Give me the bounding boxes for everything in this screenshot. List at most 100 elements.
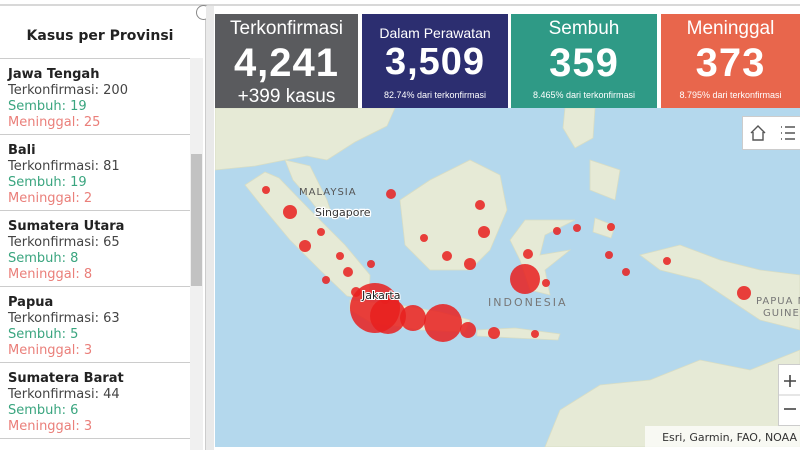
case-bubble[interactable] bbox=[475, 200, 485, 210]
stat-value: 373 bbox=[695, 41, 766, 85]
death-count: Meninggal: 8 bbox=[8, 267, 93, 282]
province-item[interactable]: Papua Terkonfirmasi: 63 Sembuh: 5 Meninggal… bbox=[0, 287, 190, 363]
stat-note: 8.795% dari terkonfirmasi bbox=[679, 90, 782, 100]
case-bubble[interactable] bbox=[343, 267, 353, 277]
death-count: Meninggal: 25 bbox=[8, 115, 101, 130]
case-bubble[interactable] bbox=[317, 228, 325, 236]
province-panel: Kasus per Provinsi Jawa Tengah Terkonfirm… bbox=[0, 6, 206, 450]
case-bubble[interactable] bbox=[523, 249, 533, 259]
confirmed-count: Terkonfirmasi: 81 bbox=[8, 159, 120, 174]
case-bubble[interactable] bbox=[336, 252, 344, 260]
land bbox=[284, 159, 334, 219]
stat-card: Terkonfirmasi 4,241 +399 kasus bbox=[215, 14, 358, 108]
map-label: GUINEA bbox=[763, 308, 800, 319]
case-bubble[interactable] bbox=[663, 257, 671, 265]
land bbox=[215, 108, 396, 171]
map-label: Jakarta bbox=[361, 289, 400, 302]
case-bubble[interactable] bbox=[424, 304, 462, 342]
province-item[interactable]: Jawa Tengah Terkonfirmasi: 200 Sembuh: 19 M… bbox=[0, 59, 190, 135]
toolbar-icons bbox=[750, 125, 795, 141]
case-bubble[interactable] bbox=[607, 223, 615, 231]
land bbox=[399, 159, 508, 271]
panel-title: Kasus per Provinsi bbox=[26, 28, 174, 44]
land bbox=[544, 349, 800, 447]
stat-card: Meninggal 373 8.795% dari terkonfirmasi bbox=[661, 14, 800, 108]
stat-note: 82.74% dari terkonfirmasi bbox=[383, 90, 487, 100]
recovered-count: Sembuh: 19 bbox=[8, 99, 87, 114]
zoom-icons bbox=[779, 375, 800, 410]
land bbox=[592, 217, 616, 239]
map-toolbar bbox=[742, 116, 800, 150]
map-label: INDONESIA bbox=[488, 296, 568, 309]
map-label: MALAYSIA bbox=[299, 187, 357, 198]
stat-value: 4,241 bbox=[233, 41, 340, 85]
stat-value: 3,509 bbox=[384, 41, 486, 83]
case-bubble[interactable] bbox=[488, 327, 500, 339]
stat-card: Sembuh 359 8.465% dari terkonfirmasi bbox=[511, 14, 657, 108]
recovered-count: Sembuh: 5 bbox=[8, 327, 79, 342]
case-bubble[interactable] bbox=[542, 279, 550, 287]
case-bubble[interactable] bbox=[573, 224, 581, 232]
zoom-in[interactable] bbox=[784, 375, 796, 387]
province-item[interactable]: Sumatera Utara Terkonfirmasi: 65 Sembuh: 8… bbox=[0, 211, 190, 287]
attribution: Esri, Garmin, FAO, NOAA bbox=[662, 431, 797, 444]
case-bubble[interactable] bbox=[367, 260, 375, 268]
map-label: Singapore bbox=[315, 206, 371, 219]
case-bubble[interactable] bbox=[531, 330, 539, 338]
case-bubble[interactable] bbox=[283, 205, 297, 219]
legend-button[interactable] bbox=[781, 126, 795, 140]
stat-note: +399 kasus bbox=[237, 86, 336, 107]
province-name: Jawa Tengah bbox=[8, 67, 100, 82]
case-bubble[interactable] bbox=[386, 189, 396, 199]
land bbox=[562, 108, 596, 149]
province-name: Sumatera Barat bbox=[8, 371, 124, 386]
province-name: Bali bbox=[8, 143, 36, 158]
land bbox=[639, 244, 800, 331]
top-border bbox=[0, 4, 800, 6]
scroll-thumb[interactable] bbox=[191, 154, 202, 286]
stat-title: Terkonfirmasi bbox=[230, 18, 343, 39]
case-bubble[interactable] bbox=[460, 322, 476, 338]
case-bubble[interactable] bbox=[442, 251, 452, 261]
case-bubble[interactable] bbox=[370, 298, 406, 334]
confirmed-count: Terkonfirmasi: 44 bbox=[8, 387, 120, 402]
case-bubble[interactable] bbox=[262, 186, 270, 194]
case-bubble[interactable] bbox=[478, 226, 490, 238]
case-bubble[interactable] bbox=[400, 305, 426, 331]
stat-title: Meninggal bbox=[686, 18, 775, 39]
stat-title: Dalam Perawatan bbox=[379, 25, 491, 41]
attribution-bg bbox=[645, 426, 800, 447]
death-count: Meninggal: 3 bbox=[8, 343, 93, 358]
scrollbar[interactable] bbox=[190, 58, 203, 450]
zoom-control bbox=[778, 364, 800, 426]
death-count: Meninggal: 2 bbox=[8, 191, 93, 206]
stat-card: Dalam Perawatan 3,509 82.74% dari terkonfi… bbox=[362, 14, 508, 108]
case-bubble[interactable] bbox=[622, 268, 630, 276]
confirmed-count: Terkonfirmasi: 200 bbox=[8, 83, 128, 98]
recovered-count: Sembuh: 19 bbox=[8, 175, 87, 190]
map[interactable]: MALAYSIA Singapore Jakarta INDONESIA PAP… bbox=[215, 108, 800, 447]
stat-value: 359 bbox=[549, 41, 619, 85]
province-name: Sumatera Utara bbox=[8, 219, 125, 234]
case-bubble[interactable] bbox=[605, 251, 613, 259]
home-button[interactable] bbox=[750, 125, 766, 141]
panel-divider bbox=[206, 6, 214, 450]
province-name: Papua bbox=[8, 295, 54, 310]
stat-note: 8.465% dari terkonfirmasi bbox=[532, 90, 636, 100]
case-bubble[interactable] bbox=[322, 276, 330, 284]
case-bubble[interactable] bbox=[510, 264, 540, 294]
case-bubble[interactable] bbox=[420, 234, 428, 242]
province-item[interactable]: Bali Terkonfirmasi: 81 Sembuh: 19 Meninggal… bbox=[0, 135, 190, 211]
case-bubble[interactable] bbox=[381, 296, 389, 304]
map-label: PAPUA NEW bbox=[756, 296, 800, 307]
case-bubble[interactable] bbox=[299, 240, 311, 252]
case-bubble[interactable] bbox=[553, 227, 561, 235]
death-count: Meninggal: 3 bbox=[8, 419, 93, 434]
case-bubble[interactable] bbox=[464, 258, 476, 270]
case-bubble[interactable] bbox=[737, 286, 751, 300]
land bbox=[589, 159, 621, 201]
recovered-count: Sembuh: 8 bbox=[8, 251, 79, 266]
province-item[interactable]: Sumatera Barat Terkonfirmasi: 44 Sembuh: 6… bbox=[0, 363, 190, 439]
confirmed-count: Terkonfirmasi: 65 bbox=[8, 235, 120, 250]
